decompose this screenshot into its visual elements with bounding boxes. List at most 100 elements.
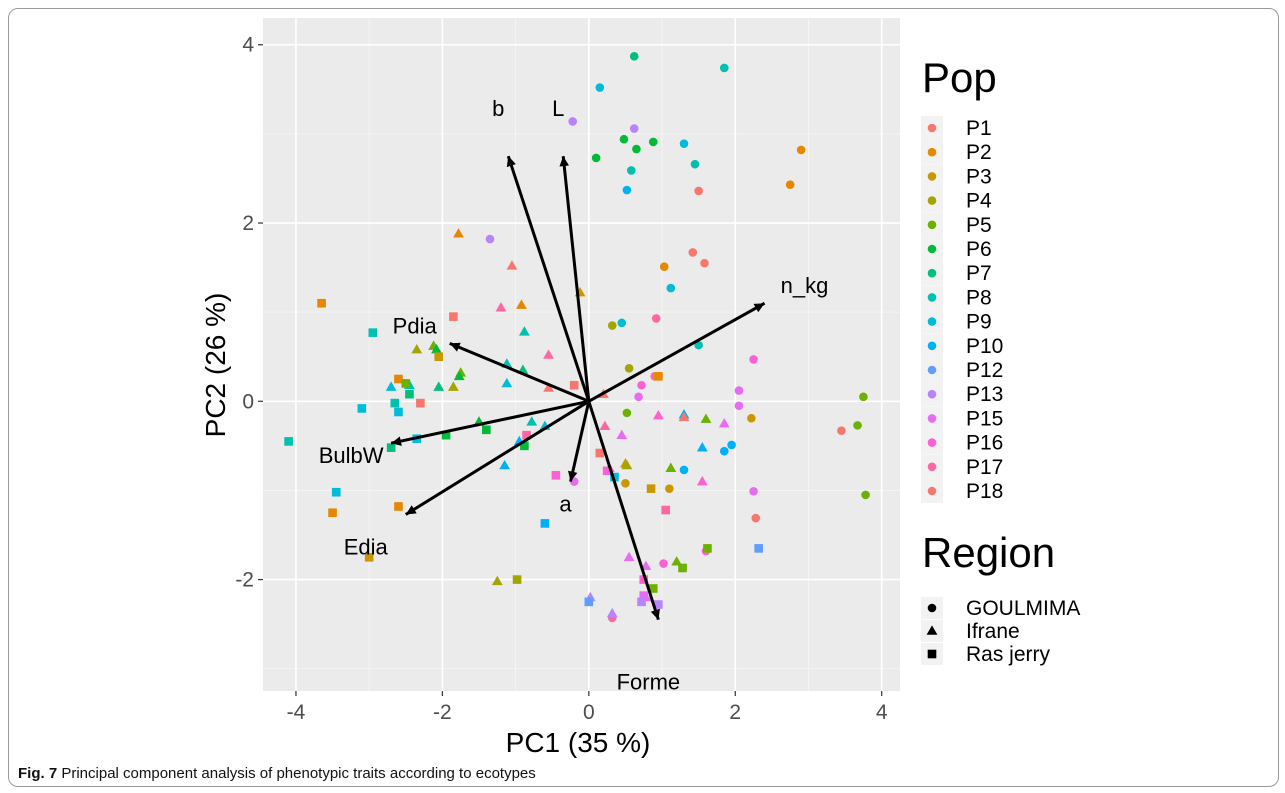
data-point: [694, 340, 703, 350]
data-point: [621, 479, 630, 488]
vector-label: a: [559, 492, 572, 517]
data-point: [401, 379, 411, 388]
data-point: [482, 425, 491, 435]
legend-label: P15: [966, 407, 1003, 430]
data-point: [621, 459, 633, 470]
vector-label: Forme: [617, 670, 681, 695]
data-point: [622, 408, 632, 418]
legend-swatch: [927, 172, 937, 181]
legend-label: P7: [966, 262, 992, 285]
loading-vectors: b Ln_kg Pdia BulbW Edia a Forme: [319, 96, 829, 695]
vector-label: b: [492, 96, 504, 121]
legend-label: P5: [966, 214, 992, 237]
vector-arrowhead: [506, 156, 516, 168]
data-point: [661, 505, 671, 515]
vector-arrowhead: [650, 608, 660, 620]
data-point: [595, 448, 605, 458]
data-point: [629, 52, 639, 61]
data-point: [694, 186, 703, 196]
legend-shape: [927, 649, 937, 659]
vector-label: n_kg: [781, 273, 829, 298]
y-tick-label: -2: [235, 569, 254, 592]
data-point: [390, 398, 400, 408]
vector-label: L: [552, 96, 564, 121]
data-point: [734, 386, 744, 395]
legend-swatch: [927, 123, 937, 133]
data-point: [719, 446, 729, 456]
data-point: [551, 470, 561, 480]
data-point: [540, 519, 550, 528]
data-point: [453, 370, 465, 381]
legend-swatch: [927, 341, 937, 351]
loading-vector: [587, 400, 660, 621]
data-point: [639, 591, 649, 600]
data-point: [679, 139, 689, 148]
axes: -4 -2 0 2 4 -2 0 2 4: [235, 34, 888, 724]
data-point: [671, 556, 683, 566]
legend-label: P12: [966, 359, 1003, 382]
y-tick-label: 4: [242, 34, 254, 57]
loading-vector: [449, 341, 590, 403]
data-point: [501, 377, 513, 388]
data-point: [678, 563, 687, 573]
data-point: [648, 584, 658, 593]
vector-arrowhead: [559, 156, 569, 167]
loading-vector: [569, 400, 591, 482]
data-point: [639, 575, 649, 584]
data-point: [659, 262, 669, 271]
vector-arrowhead: [391, 436, 402, 446]
data-point: [284, 437, 293, 446]
data-point: [591, 153, 601, 163]
vector-label: Pdia: [393, 313, 438, 338]
data-point: [700, 258, 709, 268]
legend-label: P10: [966, 335, 1003, 358]
data-point: [317, 298, 326, 308]
vector-arrowhead: [449, 342, 461, 352]
legend-swatch: [927, 414, 937, 423]
legend-label: P3: [966, 165, 992, 188]
loading-vector: [561, 156, 591, 402]
data-point: [648, 137, 658, 147]
legend-swatch: [927, 365, 937, 375]
data-point: [520, 441, 529, 451]
vector-label: BulbW: [319, 443, 384, 468]
legend[interactable]: Pop P1P2P3P4P5P6P7P8P9P10P12P13P15P16P17P…: [921, 54, 1080, 666]
data-point: [654, 372, 663, 381]
data-point: [696, 475, 708, 486]
data-point: [665, 462, 677, 472]
legend-label: P6: [966, 238, 992, 261]
legend-label: P1: [966, 117, 992, 140]
legend-region-label: Ifrane: [966, 620, 1020, 643]
vector-label: Edia: [344, 535, 389, 560]
data-point: [619, 134, 629, 144]
data-points: [284, 52, 870, 623]
data-point: [623, 551, 635, 562]
data-point: [584, 597, 594, 607]
y-tick-label: 0: [242, 390, 254, 413]
data-point: [518, 326, 530, 336]
vector-arrowhead: [405, 505, 417, 515]
loading-vector: [404, 400, 590, 516]
figure-caption-label: Fig. 7: [18, 765, 58, 782]
data-point: [749, 355, 758, 364]
vector-arrowhead: [753, 303, 765, 313]
data-point: [441, 430, 451, 440]
data-point: [431, 343, 442, 354]
legend-label: P16: [966, 432, 1003, 455]
legend-region-label: Ras jerry: [966, 643, 1051, 666]
legend-swatch: [927, 147, 937, 157]
data-point: [512, 575, 522, 584]
data-point: [522, 430, 531, 440]
legend-label: P2: [966, 141, 992, 164]
data-point: [491, 575, 503, 586]
x-tick-label: -2: [433, 701, 452, 724]
data-point: [622, 185, 632, 195]
data-point: [364, 552, 374, 562]
data-point: [754, 544, 763, 553]
data-point: [449, 312, 458, 321]
data-point: [796, 145, 806, 155]
data-point: [634, 392, 643, 402]
data-point: [734, 401, 744, 411]
data-point: [853, 421, 862, 430]
data-point: [632, 144, 641, 154]
